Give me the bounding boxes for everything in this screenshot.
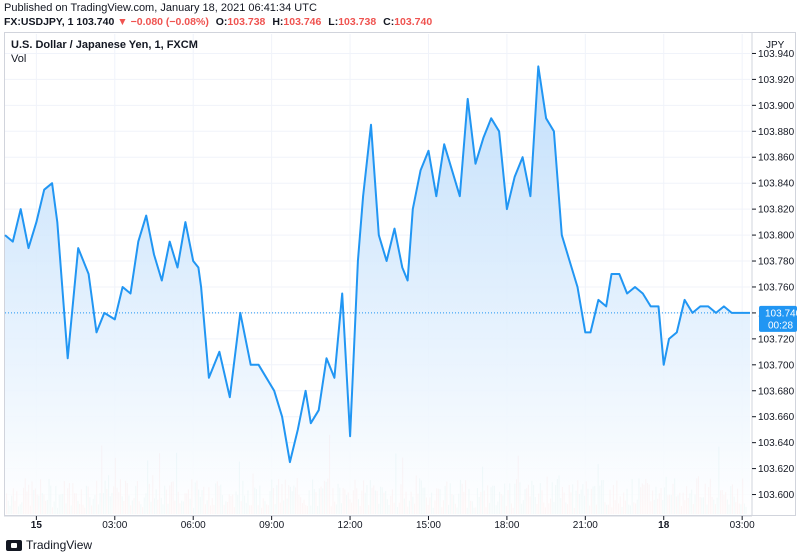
x-tick-label: 18 — [658, 520, 670, 531]
y-tick-label: 103.940 — [758, 49, 795, 60]
last-price-tag: 103.740 00:28 — [759, 305, 800, 332]
y-tick-label: 103.860 — [758, 153, 795, 164]
x-tick-label: 18:00 — [494, 520, 519, 531]
x-tick-label: 12:00 — [338, 520, 363, 531]
footer: TradingView — [6, 538, 92, 552]
volume-label: Vol — [11, 53, 26, 65]
y-tick-label: 103.640 — [758, 438, 795, 449]
y-tick-label: 103.780 — [758, 257, 795, 268]
x-tick-label: 15 — [31, 520, 43, 531]
published-caption: Published on TradingView.com, January 18… — [4, 2, 317, 14]
y-tick-label: 103.920 — [758, 75, 795, 86]
x-tick-label: 03:00 — [730, 520, 755, 531]
y-tick-label: 103.900 — [758, 101, 795, 112]
x-tick-label: 06:00 — [181, 520, 206, 531]
low-value: 103.738 — [338, 16, 377, 28]
x-tick-label: 15:00 — [416, 520, 441, 531]
open-value: 103.738 — [227, 16, 266, 28]
tradingview-logo-icon — [6, 539, 22, 551]
last-price: 103.740 — [76, 16, 115, 28]
open-label: O: — [215, 16, 228, 28]
countdown-timer: 00:28 — [768, 320, 793, 331]
y-tick-label: 103.720 — [758, 334, 795, 345]
down-arrow-icon: ▼ — [117, 16, 128, 28]
y-tick-label: 103.700 — [758, 360, 795, 371]
chart-title: U.S. Dollar / Japanese Yen, 1, FXCM — [11, 39, 198, 51]
x-tick-label: 09:00 — [259, 520, 284, 531]
y-tick-label: 103.800 — [758, 231, 795, 242]
x-tick-label: 03:00 — [102, 520, 127, 531]
x-tick-label: 21:00 — [573, 520, 598, 531]
price-change: −0.080 (−0.08%) — [130, 16, 209, 28]
close-value: 103.740 — [394, 16, 433, 28]
price-area-fill — [5, 66, 750, 515]
high-value: 103.746 — [283, 16, 322, 28]
last-price-tag-value: 103.740 — [765, 308, 800, 319]
y-tick-label: 103.680 — [758, 386, 795, 397]
y-tick-label: 103.660 — [758, 412, 795, 423]
y-tick-label: 103.840 — [758, 179, 795, 190]
price-line[interactable] — [4, 65, 750, 464]
y-tick-label: 103.600 — [758, 490, 795, 501]
high-label: H: — [272, 16, 284, 28]
y-tick-label: 103.620 — [758, 464, 795, 475]
y-tick-label: 103.760 — [758, 282, 795, 293]
y-tick-label: 103.880 — [758, 127, 795, 138]
time-axis[interactable]: 15 03:00 06:00 09:00 12:00 15:00 18:00 21:00 18 0… — [4, 515, 755, 531]
currency-label: JPY — [766, 40, 785, 51]
brand-text[interactable]: TradingView — [26, 538, 93, 552]
close-label: C: — [383, 16, 395, 28]
price-axis[interactable]: 103.940 103.920 103.900 103.880 103.860 103.8… — [752, 49, 795, 501]
symbol-label[interactable]: FX:USDJPY, 1 — [4, 16, 74, 28]
ohlc-legend: FX:USDJPY, 1 103.740 ▼ −0.080 (−0.08%) O… — [4, 16, 432, 28]
y-tick-label: 103.820 — [758, 205, 795, 216]
low-label: L: — [328, 16, 339, 28]
